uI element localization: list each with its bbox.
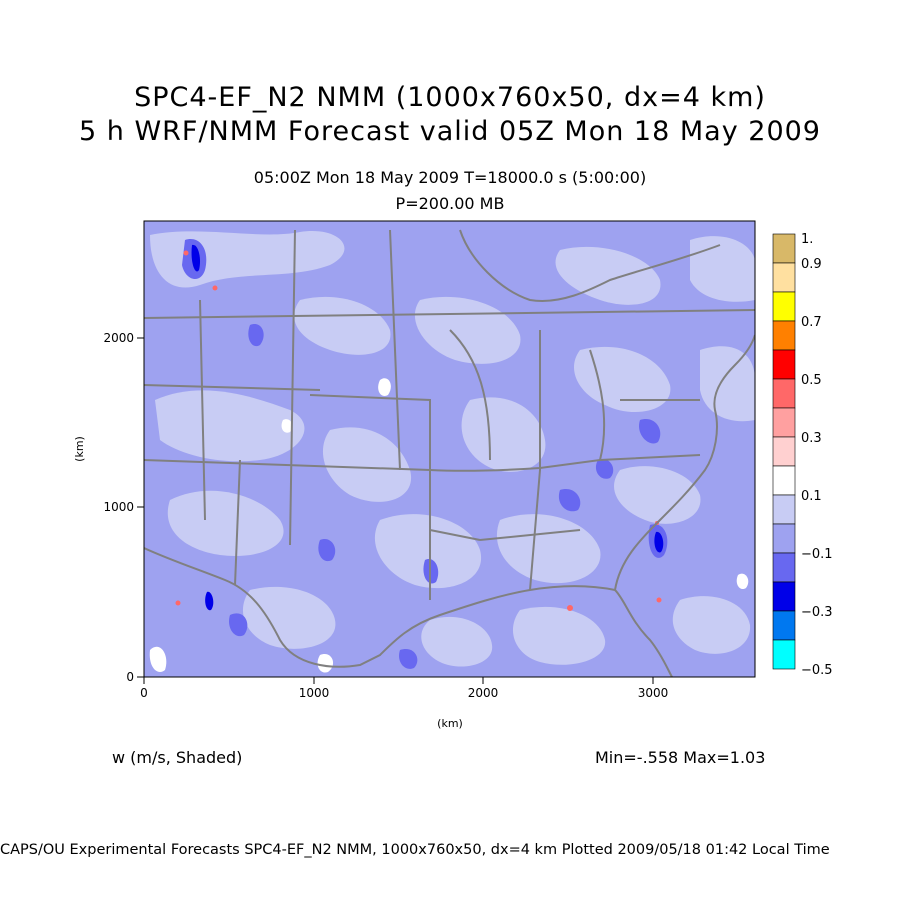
valid-time-text: 05:00Z Mon 18 May 2009 T=18000.0 s (5:00… (253, 168, 647, 187)
title-line-1: SPC4-EF_N2 NMM (1000x760x50, dx=4 km) (134, 82, 766, 113)
colorbar-swatch (772, 378, 796, 409)
colorbar-label: −0.1 (801, 547, 833, 562)
colorbar-swatch (772, 465, 796, 496)
footer-credits: CAPS/OU Experimental Forecasts SPC4-EF_N… (0, 842, 830, 858)
colorbar-swatch (772, 407, 796, 438)
x-tick-label: 1000 (299, 686, 330, 700)
colorbar-swatch (772, 610, 796, 641)
colorbar-label: 0.9 (801, 257, 822, 272)
colorbar-label: 0.3 (801, 431, 822, 446)
colorbar-label: −0.5 (801, 663, 833, 678)
colorbar-swatch (772, 581, 796, 612)
field-label: w (m/s, Shaded) (112, 748, 243, 767)
vertical-velocity-field (144, 221, 755, 677)
colorbar-swatch (772, 320, 796, 351)
colorbar-swatch (772, 494, 796, 525)
colorbar-swatch (772, 262, 796, 293)
colorbar-label: 0.7 (801, 315, 822, 330)
y-tick-label: 0 (126, 670, 134, 684)
colorbar-swatch (772, 233, 796, 264)
y-tick-label: 2000 (103, 331, 134, 345)
colorbar-swatch (772, 349, 796, 380)
title-line-2: 5 h WRF/NMM Forecast valid 05Z Mon 18 Ma… (79, 116, 821, 147)
x-tick-label: 2000 (468, 686, 499, 700)
y-axis-label: (km) (73, 436, 86, 462)
colorbar: 1. 0.9 0.7 0.5 0.3 0.1 −0.1 −0.3 −0.5 (772, 232, 833, 678)
colorbar-swatch (772, 436, 796, 467)
colorbar-label: −0.3 (801, 605, 833, 620)
positive-spots (175, 250, 662, 611)
near-zero-positive-regions (149, 378, 749, 673)
colorbar-swatch (772, 552, 796, 583)
colorbar-swatch (772, 523, 796, 554)
map-frame (143, 220, 756, 678)
y-tick-label: 1000 (103, 500, 134, 514)
strong-negative-regions (191, 244, 664, 611)
x-tick-label: 0 (140, 686, 148, 700)
colorbar-label: 1. (801, 232, 813, 247)
pressure-level-text: P=200.00 MB (395, 194, 505, 213)
colorbar-label: 0.5 (801, 373, 822, 388)
colorbar-swatch (772, 639, 796, 670)
state-and-coast-boundaries (144, 229, 755, 677)
x-tick-label: 3000 (638, 686, 669, 700)
colorbar-label: 0.1 (801, 489, 822, 504)
axis-ticks (137, 337, 654, 684)
colorbar-swatch (772, 291, 796, 322)
min-max-text: Min=-.558 Max=1.03 (595, 748, 766, 767)
x-axis-label: (km) (437, 717, 463, 730)
